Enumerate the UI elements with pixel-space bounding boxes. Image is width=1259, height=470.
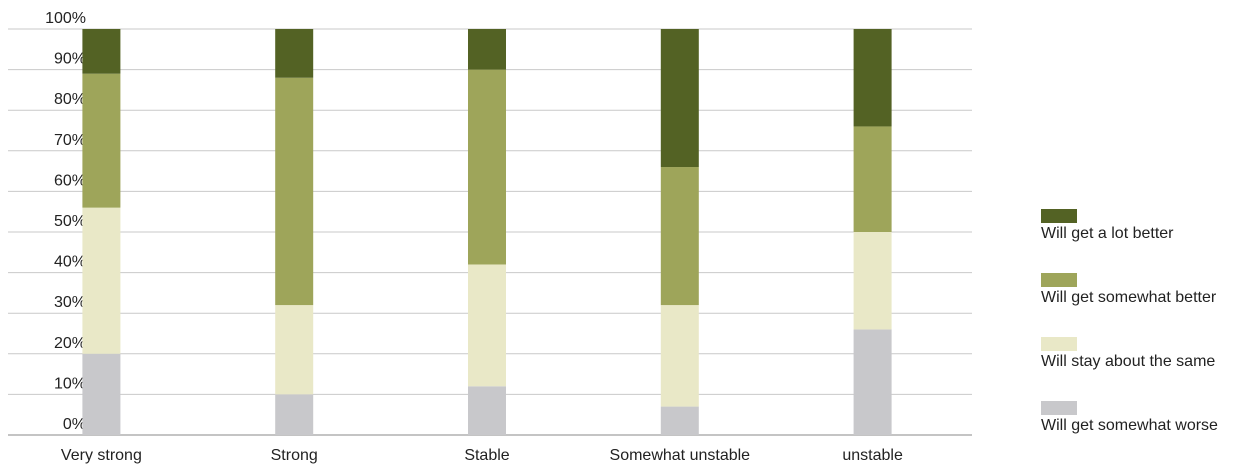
bar-segment	[468, 29, 506, 70]
legend-label-lot-better: Will get a lot better	[1041, 225, 1174, 242]
bar-segment	[275, 394, 314, 435]
bar-segment	[660, 305, 699, 407]
y-tick-label: 30%	[54, 294, 86, 311]
x-tick-label: Stable	[464, 447, 509, 464]
bar-segment	[275, 305, 314, 395]
y-tick-label: 50%	[54, 213, 86, 230]
bar-segment	[82, 29, 121, 74]
legend-label-same: Will stay about the same	[1041, 353, 1216, 370]
legend-item-same: Will stay about the same	[1031, 333, 1257, 397]
y-tick-label: 0%	[63, 416, 86, 433]
bar-segment	[853, 126, 892, 232]
x-tick-label: Somewhat unstable	[610, 447, 751, 464]
bar-segment	[82, 207, 121, 354]
x-tick-label: Strong	[271, 447, 318, 464]
bar-segment	[660, 167, 699, 306]
bar-segment	[82, 353, 121, 435]
legend-item-somewhat-worse: Will get somewhat worse	[1031, 397, 1257, 461]
bar-segment	[468, 69, 506, 265]
bar-segment	[468, 386, 506, 435]
x-tick-label: unstable	[842, 447, 903, 464]
bar-segment	[660, 406, 699, 435]
bar-segment	[853, 29, 892, 127]
chart-legend: Will get a lot better Will get somewhat …	[1031, 205, 1257, 461]
legend-swatch-lot-better	[1041, 209, 1077, 223]
legend-swatch-somewhat-worse	[1041, 401, 1077, 415]
legend-item-lot-better: Will get a lot better	[1031, 205, 1257, 269]
bar-segment	[660, 29, 699, 168]
y-tick-label: 90%	[54, 51, 86, 68]
y-tick-label: 20%	[54, 335, 86, 352]
y-tick-label: 40%	[54, 254, 86, 271]
y-tick-label: 100%	[45, 10, 86, 27]
legend-item-somewhat-better: Will get somewhat better	[1031, 269, 1257, 333]
bar-segment	[468, 264, 506, 387]
legend-label-somewhat-better: Will get somewhat better	[1041, 289, 1217, 306]
bar-segment	[82, 73, 121, 208]
bar-segment	[853, 232, 892, 330]
bar-segment	[275, 77, 314, 306]
bar-segment	[853, 329, 892, 435]
legend-swatch-same	[1041, 337, 1077, 351]
y-tick-label: 80%	[54, 91, 86, 108]
y-tick-label: 10%	[54, 375, 86, 392]
legend-label-somewhat-worse: Will get somewhat worse	[1041, 417, 1218, 434]
bar-segment	[275, 29, 314, 78]
y-tick-label: 70%	[54, 132, 86, 149]
legend-swatch-somewhat-better	[1041, 273, 1077, 287]
y-tick-label: 60%	[54, 172, 86, 189]
x-tick-label: Very strong	[61, 447, 142, 464]
